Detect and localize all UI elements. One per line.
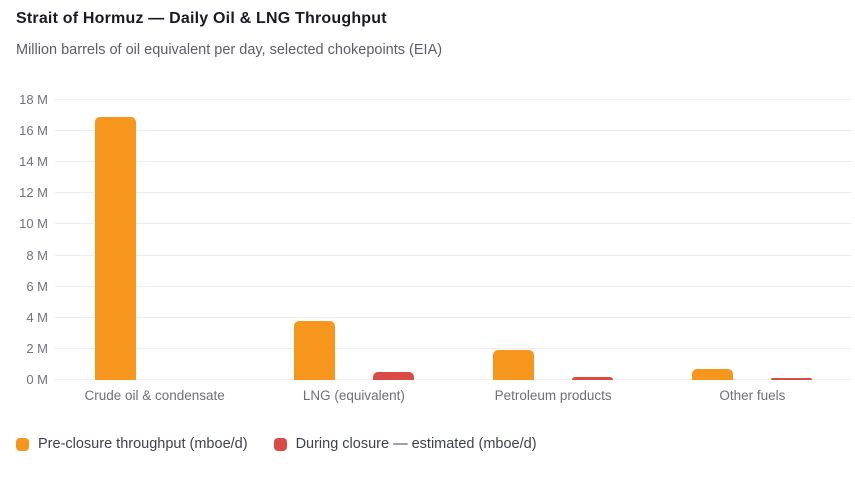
y-tick-label: 14 M bbox=[19, 154, 48, 170]
category-label: Petroleum products bbox=[494, 388, 612, 403]
bar-group bbox=[454, 100, 653, 380]
bar-during-closure bbox=[572, 376, 614, 380]
y-tick-label: 2 M bbox=[26, 340, 48, 356]
bar-pre-closure bbox=[493, 350, 535, 380]
gridline bbox=[55, 379, 852, 380]
category-label: Crude oil & condensate bbox=[84, 388, 225, 403]
y-tick-label: 4 M bbox=[26, 309, 48, 325]
legend-label-during-closure: During closure — estimated (mboe/d) bbox=[295, 436, 537, 452]
bar-group bbox=[653, 100, 852, 380]
y-tick-label: 12 M bbox=[19, 185, 48, 201]
legend-label-pre-closure: Pre-closure throughput (mboe/d) bbox=[38, 436, 248, 452]
gridline bbox=[55, 285, 852, 287]
y-tick-label: 18 M bbox=[19, 92, 48, 107]
legend-item-pre-closure: Pre-closure throughput (mboe/d) bbox=[16, 436, 248, 452]
bar-chart: 0 M 2 M 4 M 6 M 8 M 10 M 12 M 14 M 16 M 18 M Crud… bbox=[0, 92, 855, 422]
bar-group bbox=[55, 100, 254, 380]
y-tick-label: 8 M bbox=[26, 247, 48, 263]
gridline bbox=[55, 99, 852, 100]
bar-during-closure bbox=[372, 372, 414, 380]
gridline bbox=[55, 347, 852, 349]
chart-title: Strait of Hormuz — Daily Oil & LNG Throu… bbox=[16, 10, 387, 27]
bar-pre-closure bbox=[94, 117, 136, 380]
y-tick-label: 10 M bbox=[19, 216, 48, 232]
y-tick-label: 16 M bbox=[19, 123, 48, 139]
bar-groups bbox=[55, 100, 852, 380]
chart-subtitle: Million barrels of oil equivalent per da… bbox=[16, 42, 443, 58]
legend-item-during-closure: During closure — estimated (mboe/d) bbox=[273, 436, 537, 452]
y-axis: 0 M 2 M 4 M 6 M 8 M 10 M 12 M 14 M 16 M 18 M bbox=[0, 92, 48, 387]
category-label: LNG (equivalent) bbox=[302, 388, 405, 403]
gridline bbox=[55, 254, 852, 256]
gridline bbox=[55, 130, 852, 132]
bar-during-closure bbox=[771, 378, 813, 380]
gridline bbox=[55, 161, 852, 163]
y-tick-label: 0 M bbox=[26, 372, 48, 387]
y-tick-label: 6 M bbox=[26, 278, 48, 294]
legend-swatch-during-closure-icon bbox=[273, 437, 287, 451]
bar-group bbox=[254, 100, 453, 380]
plot-area bbox=[55, 99, 852, 380]
bar-pre-closure bbox=[293, 320, 335, 380]
gridline bbox=[55, 316, 852, 318]
category-label: Other fuels bbox=[719, 388, 786, 403]
gridline bbox=[55, 192, 852, 194]
gridline bbox=[55, 223, 852, 225]
bar-pre-closure bbox=[692, 369, 734, 380]
legend-swatch-pre-closure-icon bbox=[16, 437, 29, 451]
x-axis-labels: Crude oil & condensate LNG (equivalent) Pe… bbox=[55, 388, 852, 403]
legend: Pre-closure throughput (mboe/d) During c… bbox=[16, 436, 537, 452]
